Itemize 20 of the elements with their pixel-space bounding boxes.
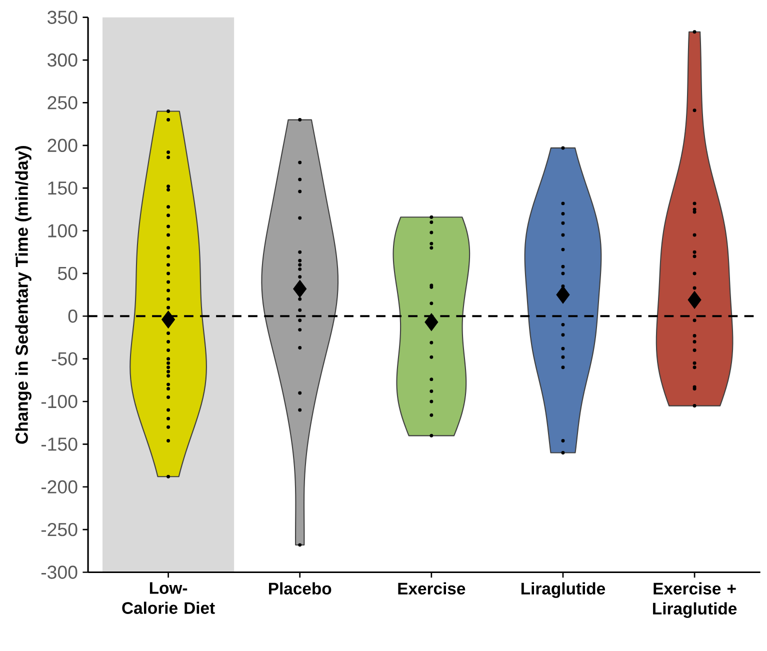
x-tick-label: Low-Calorie Diet — [122, 582, 215, 614]
y-tick-label: 350 — [48, 10, 78, 24]
y-tick-label: 0 — [68, 310, 78, 323]
x-tick-label: Exercise — [398, 582, 466, 595]
y-tick-label: 100 — [48, 224, 78, 238]
x-tick-label: Liraglutide — [521, 582, 606, 598]
y-tick-label: 300 — [48, 53, 78, 67]
y-tick-label: -50 — [52, 352, 78, 366]
y-tick-label: 150 — [48, 181, 78, 195]
y-tick-label: 200 — [48, 138, 78, 152]
y-tick-label: -150 — [41, 438, 78, 451]
y-tick-label: -100 — [41, 394, 78, 408]
y-tick-label: -300 — [41, 566, 78, 579]
y-tick-label: 50 — [58, 266, 78, 280]
x-tick-label: Exercise + Liraglutide — [653, 582, 737, 618]
y-tick-label: -200 — [41, 480, 78, 494]
y-tick-label: 250 — [48, 96, 78, 110]
x-tick-label: Placebo — [268, 582, 332, 595]
y-tick-label: -250 — [41, 522, 78, 536]
y-axis-title: Change in Sedentary Time (min/day) — [15, 146, 32, 444]
